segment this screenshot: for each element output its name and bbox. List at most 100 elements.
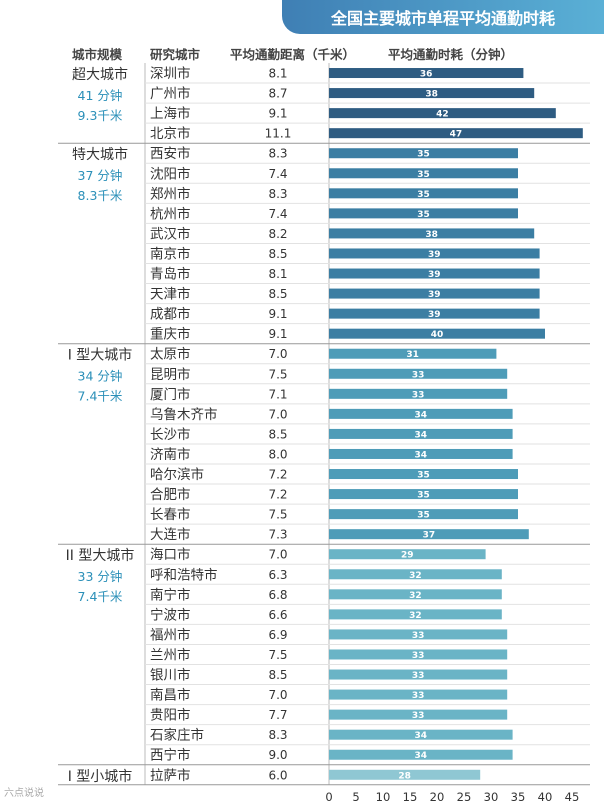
watermark: 六点说说	[4, 788, 44, 799]
group-label: II 型大城市	[66, 547, 135, 564]
bar-value-label: 35	[417, 511, 430, 521]
x-tick-label: 30	[484, 790, 499, 804]
bar-value-label: 47	[450, 130, 463, 140]
bar	[329, 188, 518, 199]
column-header-distance: 平均通勤距离（千米）	[230, 47, 356, 62]
city-label: 成都市	[150, 306, 191, 323]
bar	[329, 128, 583, 139]
city-label: 贵阳市	[150, 707, 191, 724]
distance-value: 7.5	[268, 367, 287, 381]
city-label: 郑州市	[150, 185, 191, 202]
bar	[329, 629, 508, 640]
bar	[329, 408, 513, 419]
distance-value: 6.0	[268, 768, 287, 782]
city-label: 天津市	[150, 286, 191, 303]
distance-value: 7.4	[268, 167, 287, 181]
city-label: 上海市	[150, 105, 191, 122]
city-label: 深圳市	[150, 65, 191, 82]
distance-value: 6.3	[268, 568, 287, 582]
bar	[329, 368, 508, 379]
distance-value: 9.1	[268, 327, 287, 341]
bar	[329, 328, 545, 339]
bar	[329, 268, 540, 279]
distance-value: 7.2	[268, 488, 287, 502]
bar-value-label: 32	[409, 591, 422, 601]
bar-value-label: 33	[412, 671, 425, 681]
bar-value-label: 39	[428, 310, 441, 320]
bar-value-label: 34	[415, 430, 428, 440]
distance-value: 7.3	[268, 528, 287, 542]
bar-value-label: 35	[417, 491, 430, 501]
bar	[329, 649, 508, 660]
bar	[329, 729, 513, 740]
city-label: 西宁市	[150, 747, 191, 764]
bar-value-label: 28	[398, 771, 411, 781]
city-label: 北京市	[150, 125, 191, 142]
bar-value-label: 42	[436, 110, 449, 120]
group-label: I 型大城市	[68, 347, 133, 364]
distance-value: 8.5	[268, 668, 287, 682]
bar	[329, 569, 502, 580]
bar	[329, 228, 535, 239]
bar	[329, 348, 497, 359]
distance-value: 7.0	[268, 347, 287, 361]
bar	[329, 168, 518, 179]
distance-value: 8.3	[268, 147, 287, 161]
bar	[329, 669, 508, 680]
distance-value: 6.9	[268, 628, 287, 642]
group-avg-time: 37 分钟	[78, 168, 123, 183]
bar-value-label: 36	[420, 70, 433, 80]
group-avg-time: 34 分钟	[78, 369, 123, 384]
city-label: 拉萨市	[150, 767, 191, 784]
group-label: I 型小城市	[68, 768, 133, 785]
city-label: 合肥市	[150, 486, 191, 503]
bar-value-label: 40	[431, 330, 444, 340]
bar-value-label: 34	[415, 731, 428, 741]
bar	[329, 749, 513, 760]
city-label: 济南市	[150, 446, 191, 463]
bar-value-label: 32	[409, 611, 422, 621]
column-header-category: 城市规模	[72, 47, 123, 62]
x-tick-label: 45	[565, 790, 580, 804]
bar	[329, 469, 518, 480]
bar-value-label: 39	[428, 250, 441, 260]
group-avg-distance: 9.3千米	[78, 108, 123, 123]
city-label: 广州市	[150, 85, 191, 102]
distance-value: 7.4	[268, 207, 287, 221]
bar-value-label: 33	[412, 711, 425, 721]
distance-value: 8.5	[268, 287, 287, 301]
bar-value-label: 34	[415, 410, 428, 420]
bar	[329, 529, 529, 540]
city-label: 兰州市	[150, 646, 191, 663]
chart-title: 全国主要城市单程平均通勤时耗	[282, 0, 604, 34]
bar	[329, 549, 486, 560]
city-label: 昆明市	[150, 366, 191, 383]
city-label: 宁波市	[150, 606, 191, 623]
bar-value-label: 33	[412, 631, 425, 641]
group-avg-distance: 8.3千米	[78, 188, 123, 203]
bar	[329, 428, 513, 439]
distance-value: 8.1	[268, 267, 287, 281]
distance-value: 6.8	[268, 588, 287, 602]
distance-value: 7.7	[268, 708, 287, 722]
distance-value: 9.1	[268, 107, 287, 121]
city-label: 福州市	[150, 626, 191, 643]
bar	[329, 509, 518, 520]
distance-value: 7.0	[268, 407, 287, 421]
bar-value-label: 38	[425, 230, 438, 240]
bar	[329, 208, 518, 219]
distance-value: 7.1	[268, 387, 287, 401]
bar	[329, 448, 513, 459]
bar-value-label: 35	[417, 170, 430, 180]
group-avg-time: 41 分钟	[78, 88, 123, 103]
bar-value-label: 31	[406, 350, 419, 360]
bar	[329, 308, 540, 319]
x-tick-label: 15	[403, 790, 418, 804]
distance-value: 9.0	[268, 748, 287, 762]
city-label: 大连市	[150, 526, 191, 543]
city-label: 哈尔滨市	[150, 466, 204, 483]
x-tick-label: 40	[538, 790, 553, 804]
bar-value-label: 33	[412, 390, 425, 400]
distance-value: 8.3	[268, 728, 287, 742]
x-tick-label: 35	[511, 790, 526, 804]
